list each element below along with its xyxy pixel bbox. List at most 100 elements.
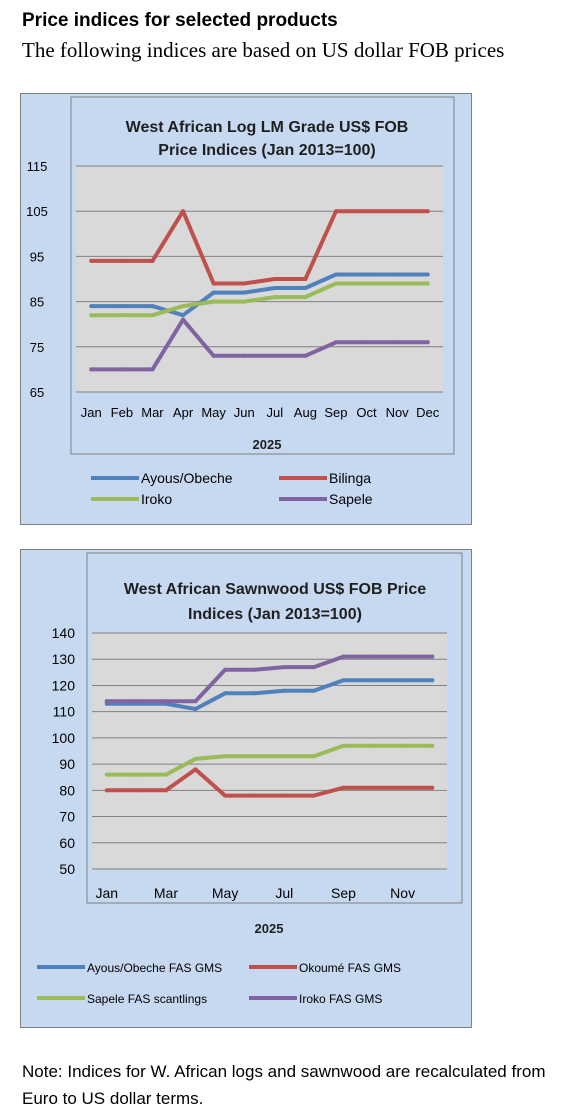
- legend-label-okoum-fas-gms: Okoumé FAS GMS: [299, 961, 401, 975]
- sawnwood-chart-series: [104, 654, 435, 798]
- log-chart-title-line1: West African Log LM Grade US$ FOB: [126, 119, 409, 136]
- data-point-iroko-fas-gms-nov: [400, 654, 405, 659]
- data-point-sapele-jul: [272, 353, 277, 358]
- legend-label-sapele: Sapele: [329, 491, 373, 507]
- data-point-iroko-nov: [395, 281, 400, 286]
- y-tick-label-140: 140: [52, 625, 76, 641]
- x-tick-label-jun: Jun: [234, 405, 255, 420]
- legend-label-sapele-fas-scantlings: Sapele FAS scantlings: [87, 992, 207, 1006]
- x-tick-label-may: May: [201, 405, 226, 420]
- data-point-okoum-fas-gms-dec: [430, 785, 435, 790]
- series-line-iroko-fas-gms: [104, 654, 435, 704]
- data-point-ayous-obeche-fas-gms-jun: [252, 691, 257, 696]
- series-line-iroko: [89, 281, 430, 318]
- data-point-iroko-jul: [272, 295, 277, 300]
- log-chart-series: [89, 209, 430, 372]
- y-tick-label-100: 100: [52, 730, 76, 746]
- series-line-ayous-obeche-fas-gms: [104, 678, 435, 711]
- data-point-sapele-jun: [242, 353, 247, 358]
- log-price-chart: West African Log LM Grade US$ FOB Price …: [20, 93, 472, 525]
- data-point-iroko-may: [211, 299, 216, 304]
- data-point-iroko-sep: [333, 281, 338, 286]
- data-point-iroko-fas-gms-sep: [341, 654, 346, 659]
- data-point-sapele-fas-scantlings-jan: [104, 772, 109, 777]
- data-point-iroko-fas-gms-jan: [104, 699, 109, 704]
- data-point-okoum-fas-gms-feb: [134, 788, 139, 793]
- data-point-iroko-feb: [119, 313, 124, 318]
- data-point-ayous-obeche-nov: [395, 272, 400, 277]
- log-chart-plot-area: [76, 166, 443, 392]
- sawnwood-price-chart: West African Sawnwood US$ FOB Price Indi…: [20, 549, 472, 1028]
- sawnwood-chart-y-ticks: 50 60 70 80 90 100 110 120 130 140: [52, 625, 76, 877]
- y-tick-label-105: 105: [26, 204, 48, 219]
- data-point-sapele-mar: [150, 367, 155, 372]
- y-tick-label-90: 90: [59, 756, 75, 772]
- x-tick-label-sep: Sep: [324, 405, 347, 420]
- data-point-bilinga-mar: [150, 258, 155, 263]
- x-tick-label-jan: Jan: [81, 405, 102, 420]
- y-tick-label-130: 130: [52, 651, 76, 667]
- data-point-sapele-sep: [333, 340, 338, 345]
- data-point-ayous-obeche-fas-gms-oct: [371, 678, 376, 683]
- data-point-ayous-obeche-fas-gms-apr: [193, 707, 198, 712]
- data-point-iroko-jun: [242, 299, 247, 304]
- data-point-sapele-fas-scantlings-nov: [400, 743, 405, 748]
- data-point-sapele-jan: [89, 367, 94, 372]
- x-tick-label-mar: Mar: [141, 405, 164, 420]
- data-point-bilinga-aug: [303, 277, 308, 281]
- y-tick-label-50: 50: [59, 861, 75, 877]
- data-point-bilinga-oct: [364, 209, 369, 214]
- log-chart-gridlines: [76, 165, 443, 393]
- data-point-iroko-fas-gms-apr: [193, 699, 198, 704]
- data-point-ayous-obeche-apr: [181, 313, 186, 318]
- data-point-okoum-fas-gms-jan: [104, 788, 109, 793]
- legend-label-bilinga: Bilinga: [329, 470, 371, 486]
- data-point-sapele-oct: [364, 340, 369, 345]
- data-point-sapele-fas-scantlings-may: [223, 754, 228, 759]
- data-point-bilinga-jul: [272, 277, 277, 281]
- data-point-iroko-aug: [303, 295, 308, 300]
- data-point-iroko-mar: [150, 313, 155, 318]
- y-tick-label-75: 75: [30, 340, 44, 355]
- data-point-iroko-fas-gms-aug: [311, 665, 316, 670]
- sawnwood-chart-title-line2: Indices (Jan 2013=100): [188, 606, 362, 623]
- log-chart-x-ticks: Jan Feb Mar Apr May Jun Jul Aug Sep Oct Nov Dec: [81, 405, 440, 420]
- data-point-okoum-fas-gms-nov: [400, 785, 405, 790]
- sawnwood-chart-plot-area: [92, 633, 447, 869]
- legend-label-ayous-obeche: Ayous/Obeche: [141, 470, 233, 486]
- data-point-iroko-fas-gms-jul: [282, 665, 287, 670]
- page-heading: Price indices for selected products: [22, 10, 338, 31]
- log-chart-y-ticks: 65 75 85 95 105 115: [26, 159, 48, 400]
- data-point-ayous-obeche-jul: [272, 286, 277, 291]
- data-point-okoum-fas-gms-sep: [341, 785, 346, 790]
- page-subheading: The following indices are based on US do…: [22, 38, 505, 62]
- log-chart-x-axis-title: 2025: [253, 437, 282, 452]
- data-point-okoum-fas-gms-jul: [282, 793, 287, 798]
- data-point-ayous-obeche-may: [211, 290, 216, 295]
- data-point-iroko-fas-gms-mar: [163, 699, 168, 704]
- data-point-iroko-jan: [89, 313, 94, 318]
- data-point-iroko-fas-gms-oct: [371, 654, 376, 659]
- series-line-ayous-obeche: [89, 272, 430, 318]
- data-point-sapele-fas-scantlings-dec: [430, 743, 435, 748]
- sawnwood-chart-x-ticks: Jan Mar May Jul Sep Nov: [96, 885, 416, 901]
- y-tick-label-120: 120: [52, 677, 76, 693]
- data-point-iroko-dec: [425, 281, 430, 286]
- sawnwood-chart-title-line1: West African Sawnwood US$ FOB Price: [124, 581, 426, 598]
- legend-label-iroko: Iroko: [141, 491, 172, 507]
- data-point-sapele-fas-scantlings-oct: [371, 743, 376, 748]
- data-point-sapele-aug: [303, 353, 308, 358]
- x-tick-label-oct: Oct: [356, 405, 377, 420]
- data-point-ayous-obeche-oct: [364, 272, 369, 277]
- sawnwood-chart-legend: Ayous/Obeche FAS GMS Okoumé FAS GMS Sapele…: [37, 961, 401, 1006]
- data-point-sapele-apr: [181, 317, 186, 322]
- data-point-sapele-fas-scantlings-feb: [134, 772, 139, 777]
- data-point-sapele-nov: [395, 340, 400, 345]
- data-point-okoum-fas-gms-oct: [371, 785, 376, 790]
- y-tick-label-70: 70: [59, 809, 75, 825]
- y-tick-label-60: 60: [59, 835, 75, 851]
- sawnwood-chart-x-axis-title: 2025: [255, 921, 284, 936]
- data-point-ayous-obeche-fas-gms-aug: [311, 688, 316, 693]
- data-point-bilinga-dec: [425, 209, 430, 214]
- data-point-ayous-obeche-fas-gms-may: [223, 691, 228, 696]
